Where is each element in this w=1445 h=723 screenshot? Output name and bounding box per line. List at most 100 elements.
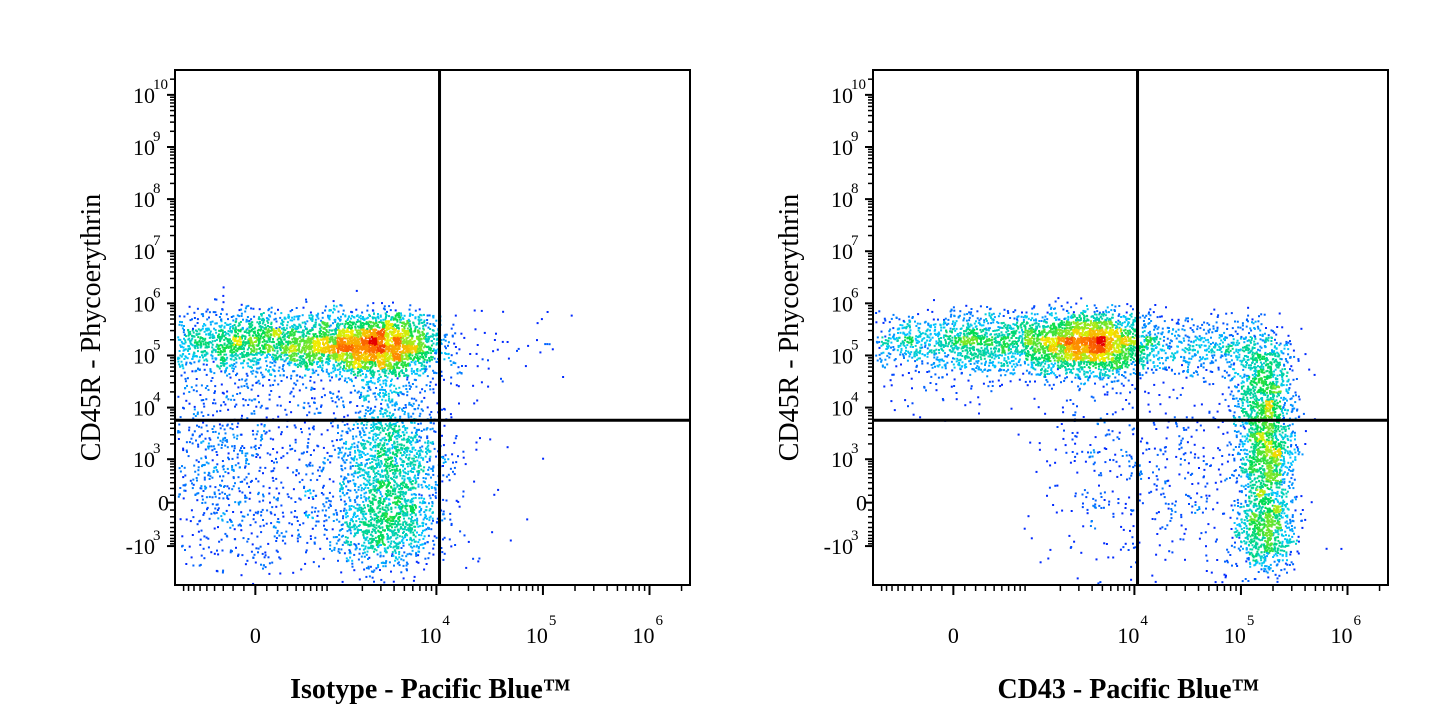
event-dot [329,333,332,336]
event-dot [320,379,323,382]
event-dot [392,432,395,435]
event-dot [248,319,251,322]
event-dot [409,363,412,366]
event-dot [363,495,366,498]
event-dot [334,369,337,372]
event-dot [231,394,234,397]
event-dot [189,339,192,342]
event-dot [311,359,314,362]
event-dot [378,394,381,396]
event-dot [354,358,357,360]
event-dot [337,328,340,331]
event-dot [331,351,334,354]
event-dot [387,363,390,366]
event-dot [245,378,248,381]
event-dot [412,457,415,460]
event-dot [392,472,395,475]
event-dot [329,379,332,382]
event-dot [243,347,245,350]
event-dot [410,542,413,545]
event-dot [280,345,282,348]
event-dot [263,340,266,343]
event-dot [412,463,415,466]
event-dot [180,340,183,343]
event-dot [334,330,337,333]
event-dot [253,346,256,349]
event-dot [421,543,424,546]
event-dot [210,354,213,357]
event-dot [444,454,447,457]
event-dot [309,345,312,348]
event-dot [392,326,394,329]
event-dot [362,346,365,349]
event-dot [344,314,347,317]
event-dot [361,325,364,328]
event-dot [219,353,222,356]
event-dot [431,377,434,380]
event-dot [257,328,260,331]
event-dot [338,353,340,356]
event-dot [425,355,427,358]
event-dot [402,564,405,567]
event-dot [192,327,194,330]
event-dot [400,364,403,366]
event-dot [429,328,432,330]
event-dot [410,367,413,370]
event-dot [246,352,248,355]
event-dot [211,320,214,323]
event-dot [196,318,199,321]
event-dot [179,344,182,347]
event-dot [404,410,406,413]
event-dot [358,451,361,454]
event-dot [245,328,248,331]
event-dot [238,343,241,346]
event-dot [366,462,368,465]
event-dot [178,315,181,318]
event-dot [188,345,191,348]
event-dot [289,332,292,335]
event-dot [273,354,276,357]
event-dot [344,377,347,380]
event-dot [294,426,297,429]
event-dot [350,505,353,507]
event-dot [227,339,230,342]
event-dot [304,322,307,325]
event-dot [244,399,247,402]
event-dot [276,357,279,360]
event-dot [274,332,277,335]
event-dot [295,325,298,328]
event-dot [274,359,277,361]
event-dot [375,335,378,338]
event-dot [222,286,225,289]
event-dot [283,333,286,336]
event-dot [457,385,460,388]
event-dot [337,362,340,365]
event-dot [221,362,224,365]
event-dot [317,357,320,360]
event-dot [401,325,404,327]
event-dot [276,338,279,341]
event-dot [357,441,360,444]
event-dot [430,344,433,347]
event-dot [349,331,352,334]
event-dot [332,311,334,314]
event-dot [330,309,332,312]
event-dot [432,369,435,372]
event-dot [297,318,300,321]
event-dot [366,304,369,307]
event-dot [388,370,391,372]
event-dot [372,469,375,472]
event-dot [384,520,387,522]
event-dot [285,327,288,330]
event-dot [281,340,283,343]
event-dot [286,346,289,349]
event-dot [354,376,357,379]
event-dot [267,349,270,352]
event-dot [383,436,386,439]
event-dot [301,347,304,349]
event-dot [357,325,359,328]
event-dot [209,370,212,373]
event-dot [193,317,196,319]
event-dot [371,493,374,496]
event-dot [407,340,410,343]
